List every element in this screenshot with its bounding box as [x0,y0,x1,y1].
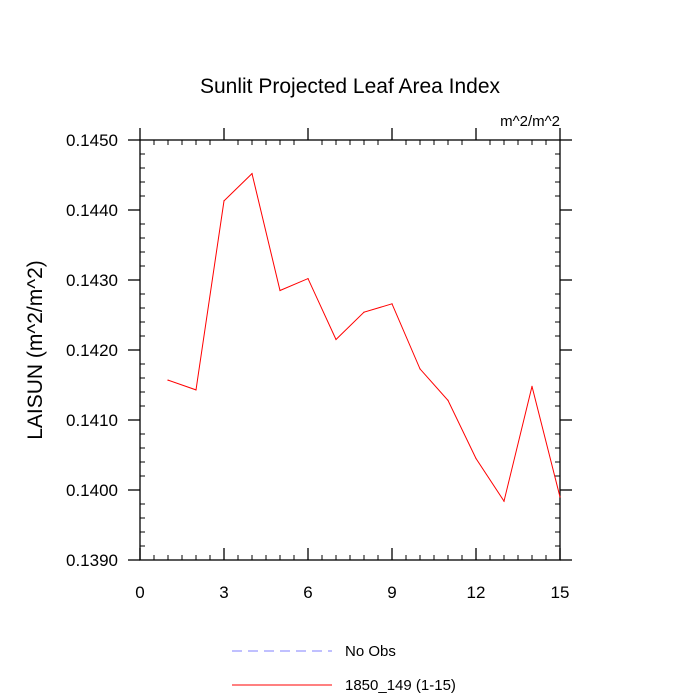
y-tick-label: 0.1390 [66,551,118,570]
y-tick-label: 0.1410 [66,411,118,430]
x-tick-label: 12 [467,583,486,602]
data-point [279,289,281,292]
plot-frame [139,139,561,561]
data-point [335,338,337,341]
y-tick-label: 0.1400 [66,481,118,500]
x-tick-label: 3 [219,583,228,602]
data-point [475,457,477,460]
data-point [363,311,365,313]
y-tick-label: 0.1440 [66,201,118,220]
y-tick-label: 0.1450 [66,131,118,150]
y-tick-label: 0.1430 [66,271,118,290]
data-point [251,173,253,175]
data-point [223,200,225,202]
data-point [391,303,393,305]
legend-label: 1850_149 (1-15) [345,677,456,694]
y-tick-label: 0.1420 [66,341,118,360]
series-line [167,172,561,503]
data-point [447,399,449,401]
legend-label: No Obs [345,643,396,660]
data-point [559,496,561,498]
data-point [195,389,197,391]
plot-area: 0 3 6 9 12 15 0.1390 0.1400 0.1410 0.1420 0.1430 0.… [66,128,572,602]
legend: No Obs 1850_149 (1-15) [232,643,456,694]
x-tick-label: 15 [551,583,570,602]
y-axis-label: LAISUN (m^2/m^2) [24,260,47,440]
x-tick-label: 6 [303,583,312,602]
units-label: m^2/m^2 [500,113,560,130]
chart-title: Sunlit Projected Leaf Area Index [200,75,501,98]
data-point [503,500,505,502]
data-point [167,379,169,381]
data-point [419,368,421,370]
data-point [307,278,309,280]
x-tick-label: 9 [387,583,396,602]
data-point [531,385,533,387]
x-tick-label: 0 [135,583,144,602]
